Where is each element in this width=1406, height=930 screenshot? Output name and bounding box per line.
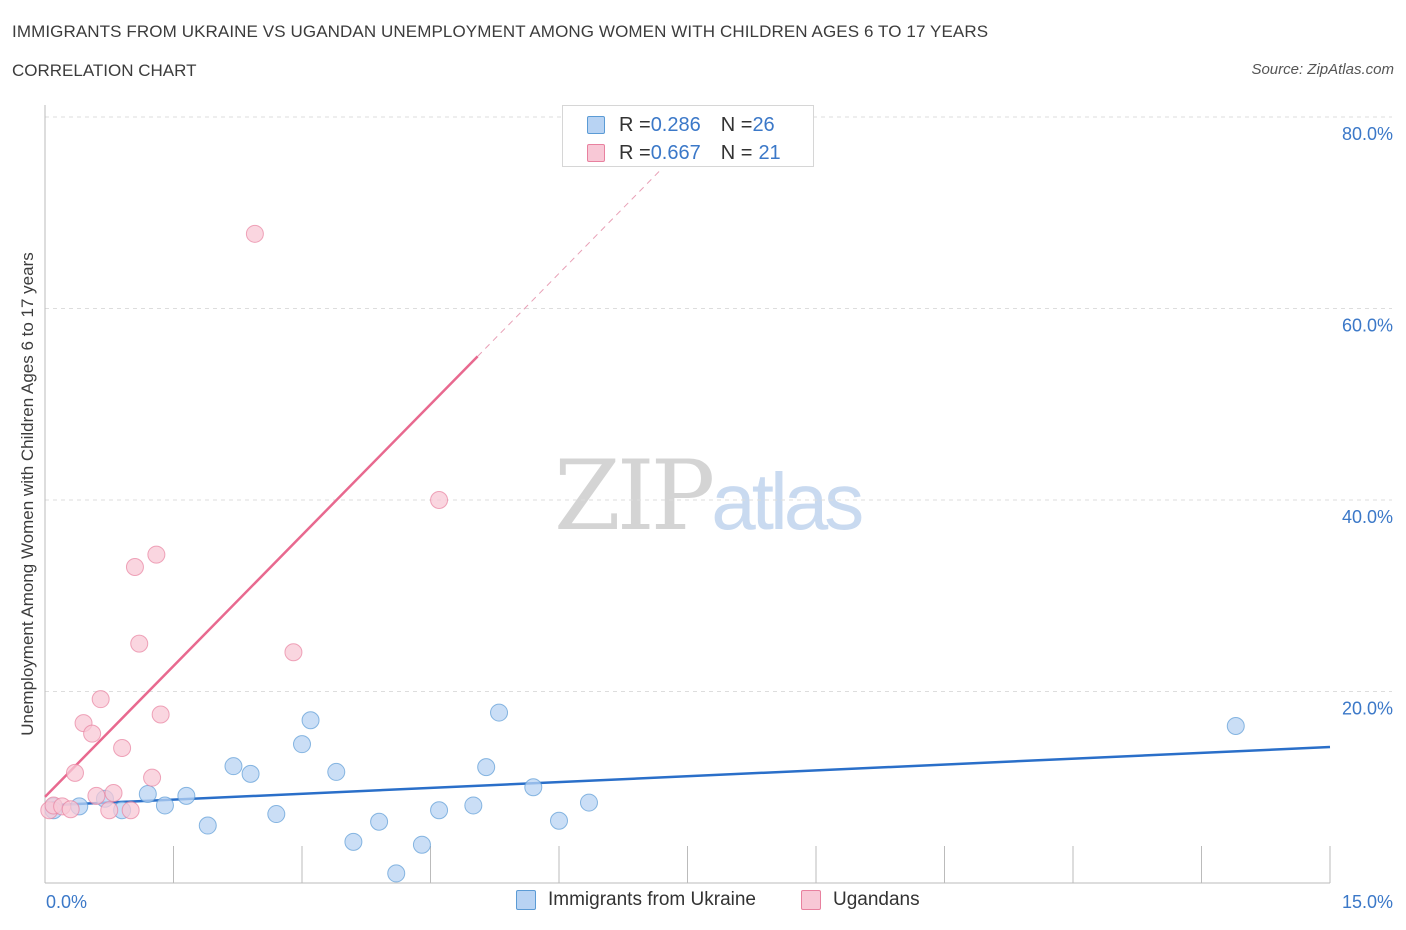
- y-axis-label: Unemployment Among Women with Children A…: [18, 252, 37, 736]
- point-uganda: [143, 768, 162, 787]
- data-points: [40, 224, 1245, 883]
- legend-r-label: R =: [619, 113, 651, 136]
- point-uganda: [83, 724, 102, 743]
- y-tick-label: 80.0%: [1342, 124, 1393, 144]
- trend-line-uganda-extension: [477, 168, 663, 357]
- point-ukraine: [138, 784, 157, 803]
- point-ukraine: [344, 832, 363, 851]
- point-ukraine: [267, 805, 286, 824]
- point-uganda: [87, 786, 106, 805]
- legend-n-value: 26: [752, 113, 775, 136]
- point-uganda: [245, 224, 264, 243]
- bottom-legend-uganda: Ugandans: [801, 889, 920, 911]
- bottom-legend-label-uganda: Ugandans: [833, 889, 920, 910]
- x-tick-label: 15.0%: [1342, 892, 1393, 912]
- watermark-zip: ZIP: [554, 440, 715, 552]
- watermark: ZIPatlas: [554, 440, 864, 552]
- gridlines: [45, 116, 1392, 692]
- legend-row-uganda: R = 0.667 N = 21: [587, 141, 781, 165]
- point-uganda: [91, 690, 110, 709]
- point-ukraine: [293, 735, 311, 754]
- trend-line-uganda: [44, 355, 479, 798]
- point-ukraine: [550, 811, 568, 830]
- point-ukraine: [477, 758, 496, 777]
- bottom-legend-swatch-ukraine: [516, 890, 536, 910]
- bottom-legend-ukraine: Immigrants from Ukraine: [516, 889, 756, 911]
- axes: [44, 105, 1331, 884]
- point-uganda: [151, 705, 170, 724]
- x-tick-label: 0.0%: [46, 892, 87, 912]
- y-tick-label: 40.0%: [1342, 507, 1393, 527]
- trend-line-ukraine: [44, 745, 1331, 807]
- point-uganda: [65, 763, 84, 782]
- legend-swatch-ukraine: [587, 116, 605, 134]
- point-ukraine: [177, 786, 196, 805]
- point-ukraine: [387, 864, 406, 883]
- legend-n-label: N =: [720, 141, 753, 164]
- chart-title: IMMIGRANTS FROM UKRAINE VS UGANDAN UNEMP…: [12, 22, 989, 41]
- trend-lines: [44, 168, 1331, 807]
- point-uganda: [125, 558, 144, 577]
- point-uganda: [104, 783, 123, 802]
- legend-r-value: 0.667: [650, 141, 701, 164]
- point-uganda: [100, 801, 119, 820]
- point-uganda: [61, 800, 80, 819]
- point-uganda: [121, 801, 140, 820]
- point-ukraine: [579, 793, 598, 812]
- point-ukraine: [370, 812, 389, 831]
- y-tick-label: 20.0%: [1342, 699, 1393, 719]
- legend-r-label: R =: [619, 141, 651, 164]
- point-ukraine: [1226, 716, 1245, 735]
- legend-n-value: 21: [758, 141, 781, 164]
- point-uganda: [113, 738, 132, 757]
- point-ukraine: [301, 711, 320, 730]
- point-ukraine: [155, 796, 174, 815]
- point-ukraine: [241, 764, 260, 783]
- bottom-legend-swatch-uganda: [801, 890, 821, 910]
- watermark-atlas: atlas: [711, 457, 864, 546]
- point-ukraine: [412, 835, 431, 854]
- point-ukraine: [524, 778, 543, 797]
- tick-labels: 20.0% 40.0% 60.0% 80.0% 0.0% 15.0%: [46, 124, 1393, 912]
- chart-subtitle: CORRELATION CHART: [12, 61, 197, 80]
- point-uganda: [284, 643, 303, 662]
- point-ukraine: [327, 762, 346, 781]
- legend-row-ukraine: R = 0.286 N = 26: [587, 113, 775, 137]
- point-ukraine: [490, 703, 509, 722]
- point-ukraine: [198, 816, 217, 835]
- point-ukraine: [430, 801, 449, 820]
- point-ukraine: [464, 796, 483, 815]
- y-tick-label: 60.0%: [1342, 316, 1393, 336]
- source-label: Source: ZipAtlas.com: [1251, 61, 1394, 78]
- bottom-legend-label-ukraine: Immigrants from Ukraine: [548, 889, 756, 910]
- point-uganda: [130, 634, 149, 653]
- legend-swatch-uganda: [587, 144, 605, 162]
- point-uganda: [147, 545, 166, 564]
- point-uganda: [430, 491, 449, 509]
- correlation-legend: R = 0.286 N = 26 R = 0.667 N = 21: [562, 105, 814, 167]
- legend-r-value: 0.286: [650, 113, 701, 136]
- point-ukraine: [224, 757, 243, 776]
- legend-n-label: N =: [720, 113, 753, 136]
